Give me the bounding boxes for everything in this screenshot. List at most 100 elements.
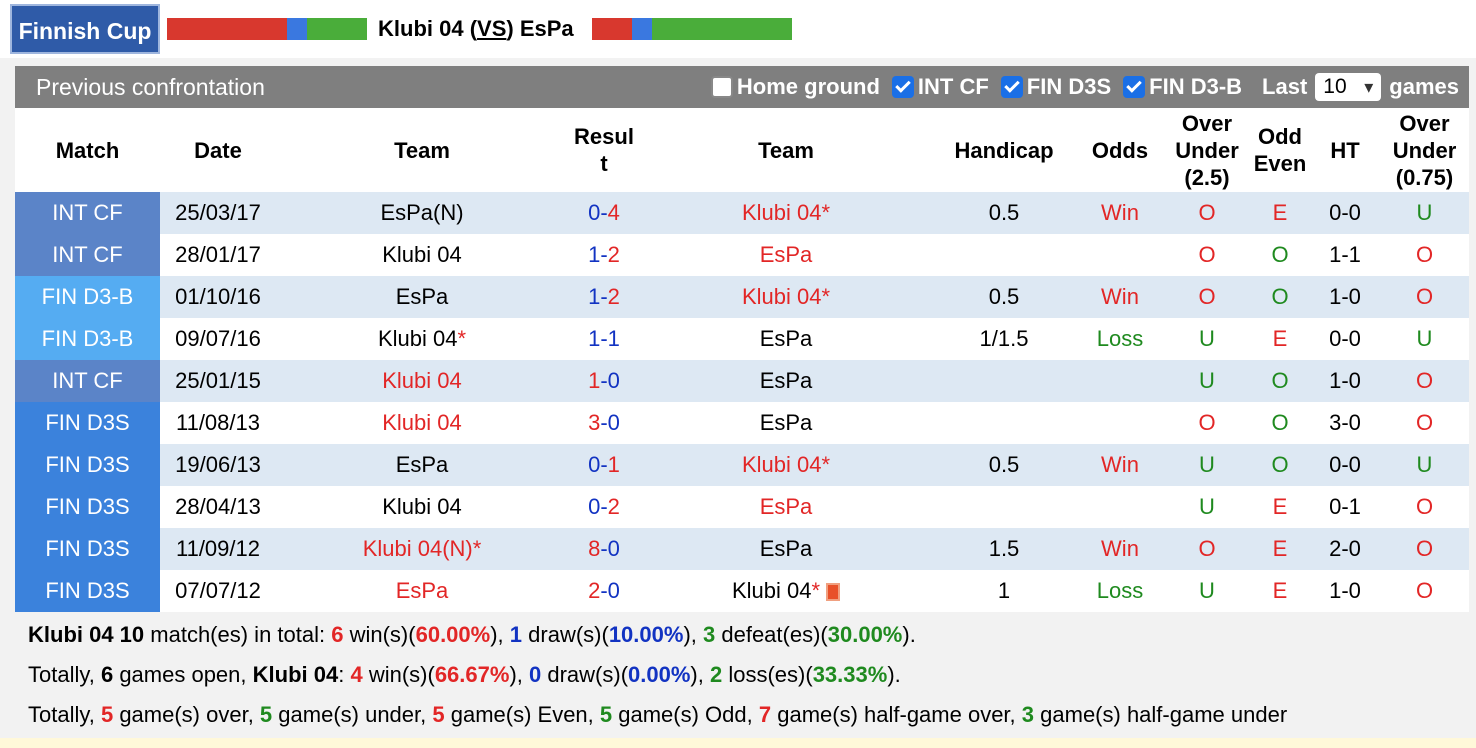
filter-label[interactable]: Home ground bbox=[736, 74, 880, 99]
home-team-name[interactable]: Klubi 04 bbox=[382, 242, 462, 267]
away-team-name[interactable]: EsPa bbox=[759, 368, 813, 393]
halftime-cell: 1-0 bbox=[1310, 360, 1380, 402]
match-title: Klubi 04 (VS) EsPa bbox=[378, 16, 574, 41]
away-team-name[interactable]: Klubi 04 bbox=[741, 452, 822, 477]
home-team-name[interactable]: Klubi 04 bbox=[382, 410, 462, 435]
star-marker: * bbox=[811, 578, 821, 603]
away-team-cell[interactable]: EsPa bbox=[640, 234, 932, 276]
competition-cell[interactable]: FIN D3S bbox=[15, 444, 160, 486]
away-team-name[interactable]: EsPa bbox=[759, 536, 813, 561]
filter-label[interactable]: FIN D3S bbox=[1026, 74, 1112, 99]
away-team-cell[interactable]: Klubi 04* bbox=[640, 570, 932, 612]
score-cell[interactable]: 1-0 bbox=[568, 360, 640, 402]
home-team-name[interactable]: Klubi 04 bbox=[382, 368, 462, 393]
competition-cell[interactable]: INT CF bbox=[15, 234, 160, 276]
competition-cell[interactable]: INT CF bbox=[15, 192, 160, 234]
home-team-cell[interactable]: Klubi 04 bbox=[276, 360, 568, 402]
table-row: FIN D3S 19/06/13 EsPa 0-1 Klubi 04* 0.5 Win U O 0… bbox=[15, 444, 1469, 486]
score-cell[interactable]: 1-1 bbox=[568, 318, 640, 360]
away-team-name[interactable]: EsPa bbox=[519, 16, 574, 41]
away-team-cell[interactable]: EsPa bbox=[640, 402, 932, 444]
home-team-name[interactable]: EsPa(N) bbox=[380, 200, 464, 225]
score-cell[interactable]: 8-0 bbox=[568, 528, 640, 570]
away-team-cell[interactable]: Klubi 04* bbox=[640, 192, 932, 234]
score-cell[interactable]: 1-2 bbox=[568, 234, 640, 276]
home-team-cell[interactable]: EsPa(N) bbox=[276, 192, 568, 234]
home-team-cell[interactable]: Klubi 04 bbox=[276, 486, 568, 528]
away-team-cell[interactable]: Klubi 04* bbox=[640, 276, 932, 318]
home-team-cell[interactable]: Klubi 04* bbox=[276, 318, 568, 360]
score-cell[interactable]: 0-2 bbox=[568, 486, 640, 528]
away-team-cell[interactable]: EsPa bbox=[640, 528, 932, 570]
competition-badge[interactable]: Finnish Cup bbox=[10, 4, 160, 54]
last-games-select[interactable]: 10 bbox=[1315, 73, 1382, 101]
competition-cell[interactable]: FIN D3S bbox=[15, 528, 160, 570]
score-cell[interactable]: 1-2 bbox=[568, 276, 640, 318]
home-team-name[interactable]: Klubi 04(N) bbox=[362, 536, 473, 561]
competition-cell[interactable]: FIN D3S bbox=[15, 486, 160, 528]
home-team-cell[interactable]: EsPa bbox=[276, 570, 568, 612]
filter-checkbox[interactable] bbox=[1000, 76, 1023, 98]
home-team-name[interactable]: EsPa bbox=[395, 284, 449, 309]
summary-line-record: Klubi 04 10 match(es) in total: 6 win(s)… bbox=[28, 621, 916, 649]
away-team-name[interactable]: Klubi 04 bbox=[731, 578, 812, 603]
away-team-name[interactable]: Klubi 04 bbox=[741, 284, 822, 309]
home-team-name[interactable]: Klubi 04 bbox=[377, 326, 458, 351]
away-team-name[interactable]: Klubi 04 bbox=[741, 200, 822, 225]
odd-even-cell: E bbox=[1250, 528, 1310, 570]
filter-label[interactable]: INT CF bbox=[917, 74, 989, 99]
odd-even-cell: E bbox=[1272, 578, 1288, 603]
competition-cell[interactable]: FIN D3S bbox=[15, 570, 160, 612]
away-team-cell[interactable]: EsPa bbox=[640, 486, 932, 528]
form-bar-segment bbox=[632, 18, 652, 40]
odd-even-cell: O bbox=[1250, 444, 1310, 486]
home-team-name[interactable]: Klubi 04 bbox=[378, 16, 464, 41]
filter-label[interactable]: FIN D3-B bbox=[1149, 74, 1243, 99]
away-team-name[interactable]: EsPa bbox=[759, 326, 813, 351]
home-team-cell[interactable]: Klubi 04 bbox=[276, 234, 568, 276]
summary-fragment: game(s) under, bbox=[272, 702, 433, 727]
over-under-cell: O bbox=[1164, 528, 1250, 570]
score-dash: - bbox=[600, 494, 608, 519]
score-cell[interactable]: 3-0 bbox=[568, 402, 640, 444]
score-cell[interactable]: 2-0 bbox=[568, 570, 640, 612]
filter-checkbox[interactable] bbox=[891, 76, 914, 98]
away-form-bar bbox=[592, 18, 792, 40]
home-team-cell[interactable]: Klubi 04(N)* bbox=[276, 528, 568, 570]
away-team-name[interactable]: EsPa bbox=[759, 410, 813, 435]
away-team-cell[interactable]: Klubi 04* bbox=[640, 444, 932, 486]
home-team-name[interactable]: EsPa bbox=[395, 452, 449, 477]
home-team-name[interactable]: EsPa bbox=[395, 578, 449, 603]
away-team-name[interactable]: EsPa bbox=[759, 494, 813, 519]
summary-fragment: 3 bbox=[1021, 702, 1035, 727]
home-team-cell[interactable]: EsPa bbox=[276, 276, 568, 318]
away-team-cell[interactable]: EsPa bbox=[640, 360, 932, 402]
score-dash: - bbox=[600, 242, 608, 267]
summary-fragment: 7 bbox=[758, 702, 772, 727]
home-goals: 0 bbox=[588, 452, 601, 477]
away-goals: 0 bbox=[607, 368, 620, 393]
filter-checkbox[interactable] bbox=[710, 76, 733, 98]
summary-fragment: ), bbox=[683, 622, 703, 647]
score-cell[interactable]: 0-1 bbox=[568, 444, 640, 486]
date-cell: 11/08/13 bbox=[175, 410, 260, 435]
column-header: Over Under (0.75) bbox=[1392, 110, 1457, 190]
competition-cell[interactable]: FIN D3S bbox=[15, 402, 160, 444]
table-row: FIN D3-B 09/07/16 Klubi 04* 1-1 EsPa 1/1.5 Los… bbox=[15, 318, 1469, 360]
odd-even-cell: O bbox=[1250, 360, 1310, 402]
star-marker: * bbox=[821, 200, 831, 225]
away-team-cell[interactable]: EsPa bbox=[640, 318, 932, 360]
score-dash: - bbox=[600, 368, 608, 393]
competition-cell[interactable]: INT CF bbox=[15, 360, 160, 402]
away-team-name[interactable]: EsPa bbox=[759, 242, 813, 267]
vs-link[interactable]: VS bbox=[477, 16, 507, 41]
competition-cell[interactable]: FIN D3-B bbox=[15, 318, 160, 360]
home-team-cell[interactable]: EsPa bbox=[276, 444, 568, 486]
summary-fragment: 4 bbox=[350, 662, 363, 687]
score-cell[interactable]: 0-4 bbox=[568, 192, 640, 234]
filter-checkbox[interactable] bbox=[1123, 76, 1146, 98]
competition-cell[interactable]: FIN D3-B bbox=[15, 276, 160, 318]
over-under-cell: O bbox=[1198, 410, 1216, 435]
home-team-cell[interactable]: Klubi 04 bbox=[276, 402, 568, 444]
home-team-name[interactable]: Klubi 04 bbox=[382, 494, 462, 519]
